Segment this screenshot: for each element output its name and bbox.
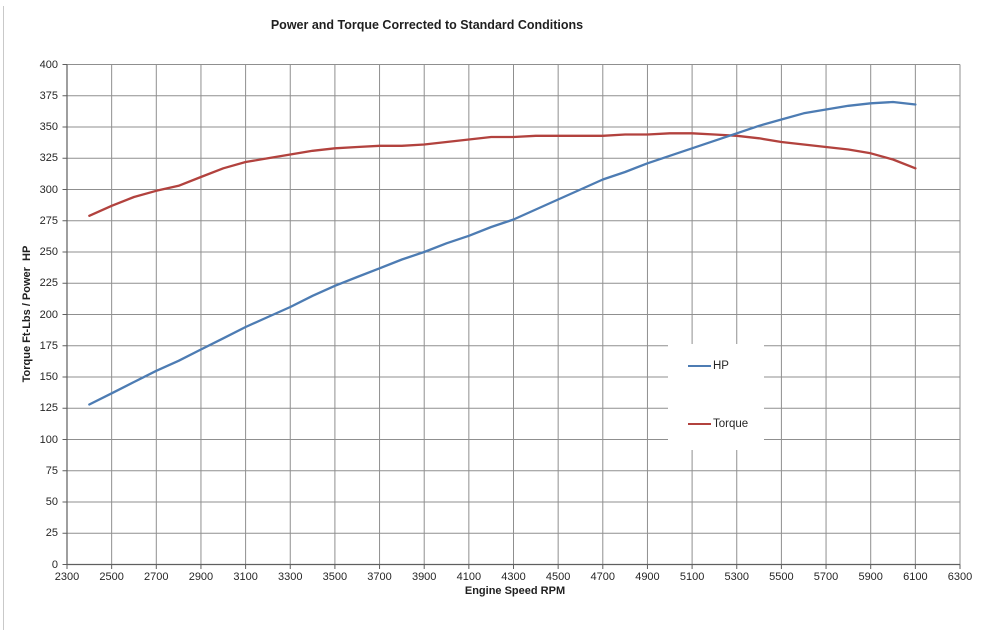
y-axis-title: Torque Ft-Lbs / Power HP bbox=[21, 245, 33, 383]
legend: HP Torque bbox=[668, 344, 764, 450]
legend-label-hp: HP bbox=[713, 360, 729, 372]
legend-entry-hp: HP bbox=[688, 360, 729, 372]
legend-label-torque: Torque bbox=[713, 418, 749, 430]
legend-entry-torque: Torque bbox=[688, 418, 748, 430]
left-edge-line bbox=[3, 6, 4, 630]
chart-title: Power and Torque Corrected to Standard C… bbox=[270, 18, 584, 32]
torque-line bbox=[88, 132, 917, 217]
torque-legend-line-icon bbox=[688, 423, 711, 425]
hp-line bbox=[88, 100, 917, 406]
x-axis-title: Engine Speed RPM bbox=[464, 585, 566, 597]
hp-legend-line-icon bbox=[688, 365, 711, 367]
